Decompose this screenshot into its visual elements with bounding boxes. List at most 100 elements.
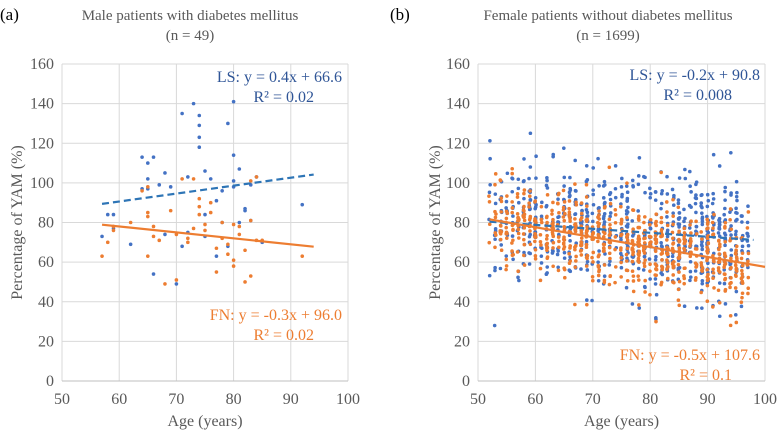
data-point xyxy=(585,210,590,215)
y-tick-label: 0 xyxy=(46,373,54,390)
data-point xyxy=(653,233,658,238)
data-point xyxy=(591,192,596,197)
data-point xyxy=(733,313,738,317)
data-point xyxy=(504,225,509,230)
data-point xyxy=(157,238,162,243)
data-point xyxy=(499,210,504,214)
data-point xyxy=(585,259,590,264)
x-tick-label: 50 xyxy=(54,391,70,408)
data-point xyxy=(648,292,652,297)
data-point xyxy=(562,184,566,188)
data-point xyxy=(682,231,687,235)
data-point xyxy=(613,265,618,269)
data-point xyxy=(728,313,733,318)
data-point xyxy=(590,237,594,242)
data-point xyxy=(596,260,600,264)
data-point xyxy=(602,280,607,285)
data-point xyxy=(746,286,751,291)
data-point xyxy=(637,253,641,258)
data-point xyxy=(528,189,532,193)
y-tick-label: 100 xyxy=(30,175,54,192)
data-point xyxy=(590,232,595,237)
data-point xyxy=(510,200,514,204)
data-point xyxy=(688,278,692,283)
data-point xyxy=(226,252,230,256)
data-point xyxy=(504,264,509,268)
data-point xyxy=(619,202,623,206)
data-point xyxy=(739,300,744,305)
data-point xyxy=(631,227,635,232)
data-point xyxy=(694,182,698,187)
data-point xyxy=(607,245,612,250)
data-point xyxy=(545,271,549,275)
data-point xyxy=(613,220,618,225)
data-point xyxy=(561,215,566,219)
data-point xyxy=(545,233,549,238)
data-point xyxy=(140,155,144,159)
data-point xyxy=(516,275,520,280)
data-point xyxy=(168,208,173,213)
data-point xyxy=(735,190,739,195)
data-point xyxy=(693,261,698,265)
data-point xyxy=(163,282,167,286)
data-point xyxy=(625,196,630,201)
data-point xyxy=(648,195,652,200)
data-point xyxy=(551,152,556,157)
data-point xyxy=(694,224,699,229)
data-point xyxy=(602,231,607,236)
data-point xyxy=(231,264,236,268)
data-point xyxy=(493,192,498,196)
data-point xyxy=(584,228,589,233)
data-point xyxy=(626,222,630,227)
data-point xyxy=(545,186,550,190)
data-point xyxy=(567,252,571,256)
data-point xyxy=(642,251,647,255)
data-point xyxy=(607,192,612,197)
data-point xyxy=(619,237,623,242)
panel-label: (a) xyxy=(0,5,19,24)
data-point xyxy=(533,205,538,209)
data-point xyxy=(711,276,715,281)
data-point xyxy=(522,191,526,196)
data-point xyxy=(677,252,682,257)
data-point xyxy=(602,249,606,253)
data-point xyxy=(734,229,738,234)
data-point xyxy=(746,234,750,238)
data-point xyxy=(740,263,745,268)
data-point xyxy=(728,323,733,328)
data-point xyxy=(722,231,727,236)
data-point xyxy=(677,246,682,250)
data-point xyxy=(602,225,606,229)
data-point xyxy=(556,245,561,250)
data-point xyxy=(672,280,676,285)
data-point xyxy=(237,220,242,225)
data-point xyxy=(556,215,560,220)
data-point xyxy=(214,270,219,274)
data-point xyxy=(626,205,630,210)
data-point xyxy=(630,238,635,243)
data-point xyxy=(631,234,635,238)
data-point xyxy=(522,226,527,230)
data-point xyxy=(711,191,715,196)
data-point xyxy=(505,171,510,176)
data-point xyxy=(510,189,515,194)
data-point xyxy=(723,198,727,202)
data-point xyxy=(180,244,184,249)
data-point xyxy=(550,251,555,255)
data-point xyxy=(191,226,196,231)
data-point xyxy=(630,246,635,250)
data-point xyxy=(706,241,711,245)
data-point xyxy=(487,194,491,198)
data-point xyxy=(562,225,567,229)
data-point xyxy=(533,199,538,203)
chart-panel-b: (b) Female patients without diabetes mell… xyxy=(390,5,777,430)
data-point xyxy=(643,215,647,219)
data-point xyxy=(643,290,647,294)
y-tick-label: 20 xyxy=(454,333,470,350)
data-point xyxy=(636,274,640,278)
trend-equation-ls: LS: y = 0.4x + 66.6 xyxy=(217,69,342,86)
data-point xyxy=(746,291,750,296)
trend-equation-ls: LS: y = -0.2x + 90.8 xyxy=(630,67,761,84)
data-point xyxy=(585,204,589,208)
data-point xyxy=(706,235,710,240)
